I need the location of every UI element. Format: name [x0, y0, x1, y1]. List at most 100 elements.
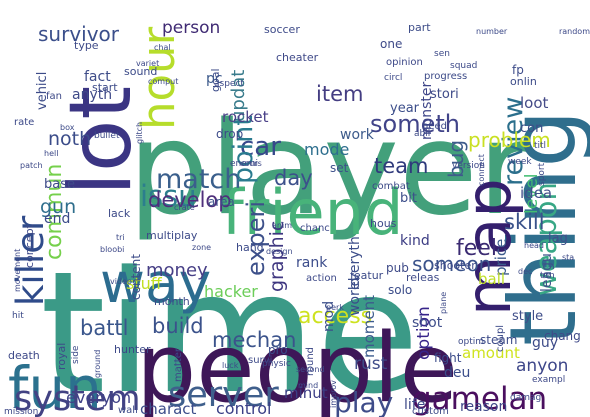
- word-shooter: shooter: [434, 259, 476, 272]
- word-releas: releas: [406, 271, 440, 284]
- word-rate: rate: [14, 117, 35, 128]
- word-fun: fun: [8, 354, 102, 417]
- word-tri: tri: [116, 233, 125, 242]
- word-patch: patch: [20, 161, 43, 170]
- word-work: work: [340, 127, 374, 143]
- word-damag: damag: [510, 393, 542, 403]
- word-enemi: enemi: [230, 159, 259, 169]
- word-soccer: soccer: [264, 23, 300, 36]
- word-reason: reason: [460, 399, 508, 415]
- word-action: action: [306, 273, 337, 284]
- word-match: match: [156, 164, 242, 195]
- word-someon: someon: [412, 252, 492, 276]
- word-wall: wall: [118, 405, 138, 416]
- word-ball: ball: [478, 270, 506, 288]
- word-combat: combat: [372, 181, 410, 192]
- word-variet: variet: [136, 59, 160, 68]
- word-way: way: [100, 251, 212, 315]
- word-charact: charact: [140, 400, 197, 417]
- word-hell: hell: [44, 149, 59, 158]
- word-drop: drop: [216, 127, 244, 141]
- word-plane: plane: [439, 291, 448, 314]
- word-player: player: [128, 95, 531, 244]
- word-minut: minut: [284, 384, 328, 402]
- word-box: box: [60, 123, 75, 132]
- word-design: design: [266, 247, 293, 256]
- word-server: server: [168, 375, 279, 415]
- word-steam: steam: [480, 333, 518, 347]
- word-people: people: [136, 314, 459, 417]
- word-style: style: [512, 309, 544, 324]
- word-pub: pub: [386, 261, 409, 275]
- word-pro: pro: [268, 343, 288, 357]
- word-version: version: [452, 161, 485, 171]
- word-physic: physic: [262, 359, 291, 369]
- word-control: control: [216, 399, 272, 417]
- word-glitch: glitch: [135, 121, 144, 144]
- word-aspect: aspect: [214, 79, 244, 89]
- word-video: video: [110, 277, 132, 286]
- word-onlin: onlin: [510, 75, 537, 88]
- word-dec: dec: [518, 267, 533, 276]
- word-sound: sound: [124, 65, 158, 78]
- word-access: access: [298, 304, 373, 329]
- word-hous: hous: [370, 217, 397, 230]
- word-movement: movement: [13, 248, 22, 292]
- word-need: need: [422, 121, 447, 132]
- word-battl: battl: [80, 316, 129, 340]
- word-noth: noth: [48, 128, 92, 150]
- word-fp: fp: [512, 63, 524, 77]
- word-sport: sport: [537, 162, 547, 186]
- word-progress: progress: [424, 71, 468, 82]
- word-shot: shot: [412, 315, 443, 331]
- word-experi: experi: [242, 200, 270, 276]
- word-graphic: graphic: [266, 220, 288, 292]
- word-coupl: coupl: [495, 324, 506, 352]
- word-connect: connect: [477, 154, 486, 186]
- word-guy: guy: [532, 335, 559, 351]
- word-solo: solo: [388, 283, 413, 297]
- word-hacker: hacker: [204, 282, 258, 301]
- word-number: number: [476, 27, 508, 36]
- word-stori: stori: [430, 87, 459, 102]
- word-time: time: [40, 235, 420, 417]
- word-end: end: [44, 211, 71, 227]
- word-hunter: hunter: [114, 343, 151, 356]
- word-someth: someth: [370, 110, 460, 138]
- word-comput: comput: [148, 77, 179, 86]
- word-system: system: [14, 379, 141, 417]
- word-royal: royal: [55, 342, 68, 370]
- word-concept: concept: [23, 224, 36, 268]
- word-mechan: mechan: [212, 328, 297, 352]
- word-titl: titl: [534, 141, 547, 151]
- word-skill: skill: [504, 210, 545, 234]
- word-person: person: [162, 18, 221, 38]
- word-survivor: survivor: [38, 22, 120, 46]
- word-item: item: [316, 82, 364, 106]
- word-second: second: [296, 365, 325, 374]
- word-squad: squad: [450, 61, 478, 71]
- word-amount: amount: [462, 344, 520, 362]
- word-fight: fight: [434, 351, 462, 365]
- word-moment: moment: [360, 294, 378, 358]
- word-abil: abil: [414, 129, 431, 139]
- word-lag: lag: [548, 231, 568, 246]
- word-fan: fan: [46, 91, 62, 102]
- word-rust: rust: [354, 354, 388, 374]
- word-bloobi: bloobi: [100, 245, 125, 254]
- word-issu: issu: [140, 179, 197, 213]
- word-circl: circl: [384, 73, 403, 83]
- word-month: month: [154, 295, 190, 308]
- word-chang: chang: [544, 329, 581, 343]
- word-con: con: [520, 121, 544, 136]
- word-world: world: [347, 277, 363, 316]
- word-perk: perk: [326, 303, 344, 312]
- word-featur: featur: [350, 269, 384, 282]
- word-problem: problem: [468, 128, 551, 152]
- word-sta: sta: [562, 253, 575, 262]
- word-fact: fact: [84, 69, 111, 85]
- word-bit: bit: [400, 191, 417, 206]
- word-friend: friend: [222, 176, 404, 249]
- word-money: money: [146, 260, 208, 281]
